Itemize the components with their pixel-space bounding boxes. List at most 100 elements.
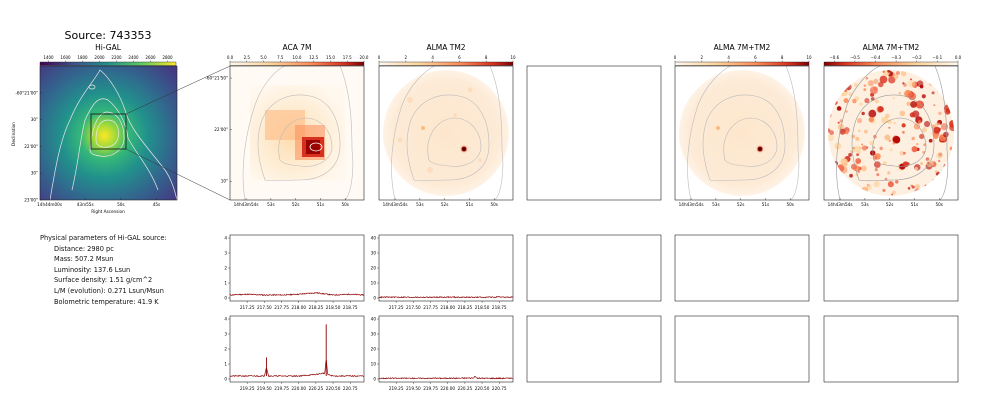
spectrum-x-tick-label: 218.00 <box>291 305 306 310</box>
noise-blob <box>915 100 924 109</box>
noise-blob <box>868 116 875 123</box>
spectrum-x-tick-label: 218.75 <box>492 305 507 310</box>
noise-blob <box>900 70 907 77</box>
spectrum-y-tick-label: 0 <box>224 377 227 382</box>
physical-parameters: Physical parameters of Hi-GAL source: Di… <box>40 233 167 307</box>
colorbar-tick-label: 2400 <box>128 55 139 60</box>
noise-blob <box>872 146 875 149</box>
aca-title: ACA 7M <box>283 43 312 52</box>
noise-blob <box>928 138 933 143</box>
noise-blob <box>919 161 924 166</box>
spectrum-y-tick-label: 2 <box>224 266 227 271</box>
spectrum-x-tick-label: 218.50 <box>475 305 490 310</box>
tm2-title: ALMA TM2 <box>426 43 465 52</box>
x-tick-label: 14h43m54s <box>383 202 408 207</box>
spectrum-y-tick-label: 4 <box>224 317 227 322</box>
noise-blob <box>901 123 906 128</box>
noise-blob <box>861 145 868 151</box>
combo-colorbar <box>674 61 810 66</box>
combo-primary-beam <box>679 70 805 196</box>
empty-spectrum-box <box>526 234 662 302</box>
higal-title: Hi-GAL <box>95 43 122 52</box>
spectrum-x-tick-label: 219.50 <box>406 386 421 391</box>
noise-blob <box>859 102 863 106</box>
noise-blob <box>923 143 927 147</box>
colorbar-tick-label: 1600 <box>60 55 71 60</box>
noise-blob <box>935 170 938 173</box>
noise-blob <box>899 150 905 156</box>
empty-spectrum-box <box>823 315 959 383</box>
spectrum-frame <box>229 315 365 383</box>
noise-blob <box>916 142 919 146</box>
noise-blob <box>867 80 874 87</box>
spectrum-y-tick-label: 1 <box>224 362 227 367</box>
combo-title: ALMA 7M+TM2 <box>714 43 771 52</box>
spectrum-x-tick-label: 218.00 <box>440 305 455 310</box>
colorbar-tick-label: 10.0 <box>293 55 302 60</box>
noise-blob <box>848 92 853 96</box>
noise-blob <box>909 112 915 118</box>
noise-blob <box>940 123 949 131</box>
empty-panel-top <box>526 65 662 201</box>
y-tick-label: 30" <box>31 171 38 176</box>
noise-blob <box>864 98 870 104</box>
tm2-x-ticks: 14h43m54s 53s 52s 51s 50s <box>383 198 498 207</box>
noise-blob <box>844 130 849 135</box>
noise-blob <box>891 193 894 196</box>
noise-blob <box>873 78 879 84</box>
combo-contours <box>687 65 800 201</box>
combo2-panel: ALMA 7M+TM2 −0.6 −0.5 −0.4 −0.3 −0.2 −0.1 0.0 … <box>823 43 962 207</box>
spectrum-y-tick-label: 3 <box>224 332 227 337</box>
noise-blob <box>839 128 846 135</box>
spectrum-y-tick-label: 0 <box>373 296 376 301</box>
x-tick-label: 14h43m54s <box>234 202 259 207</box>
aca-contours <box>242 65 354 201</box>
higal-panel: Hi-GAL 1400 1600 1800 2000 2200 2400 2600 2800 … <box>11 43 178 214</box>
noise-blob <box>917 120 922 124</box>
aca-panel: ACA 7M 0.0 2.5 5.0 7.5 10.0 12.5 15.0 17.5 20.0 … <box>205 43 369 207</box>
y-tick-label: 30" <box>31 117 38 122</box>
colorbar-tick-label: 0 <box>674 55 677 60</box>
noise-blob <box>887 70 891 73</box>
y-tick-label: -60°21'50" <box>205 76 228 81</box>
noise-blob <box>934 122 940 127</box>
noise-blob <box>902 130 905 134</box>
x-tick-label: 51s <box>911 202 919 207</box>
colorbar-tick-label: 8 <box>781 55 784 60</box>
noise-blob <box>899 110 906 117</box>
spectrum-panel: 0 1 2 3 4 219.25 219.50 219.75 220.00 220.25 220.5… <box>224 315 365 391</box>
x-tick-label: 53s <box>267 202 275 207</box>
spectrum-y-tick-label: 0 <box>373 377 376 382</box>
noise-blob <box>869 141 874 146</box>
colorbar-tick-label: −0.2 <box>912 55 922 60</box>
colorbar-tick-label: 2200 <box>111 55 122 60</box>
noise-blob <box>869 86 878 95</box>
aca-colorbar <box>229 61 365 66</box>
spectrum-line <box>378 375 514 380</box>
spectrum-y-tick-label: 40 <box>371 236 377 241</box>
spectrum-y-tick-label: 30 <box>371 251 377 256</box>
x-tick-label: 52s <box>737 202 745 207</box>
spectrum-line <box>378 296 514 299</box>
noise-blob <box>923 120 931 128</box>
spectrum-x-tick-label: 219.25 <box>389 386 404 391</box>
noise-blob <box>852 146 856 150</box>
higal-contours <box>49 69 178 201</box>
noise-blob <box>892 141 896 145</box>
x-tick-label: 52s <box>441 202 449 207</box>
x-tick-label: 51s <box>762 202 770 207</box>
noise-blob <box>887 181 894 188</box>
spectrum-x-tick-label: 218.50 <box>326 305 341 310</box>
noise-blob <box>882 70 885 73</box>
spectrum-x-tick-label: 220.25 <box>309 386 324 391</box>
combo2-contours <box>836 65 949 201</box>
spectrum-x-tick-label: 220.00 <box>291 386 306 391</box>
y-tick-label: 10" <box>221 179 228 184</box>
noise-blob <box>857 170 861 173</box>
x-tick-label: 43m55s <box>77 202 94 207</box>
x-tick-label: 51s <box>466 202 474 207</box>
spectrum-panel: 0 1 2 3 4 217.25 217.50 217.75 218.00 218.25 218.5… <box>224 234 365 310</box>
noise-blob <box>907 79 916 88</box>
colorbar-tick-label: 2000 <box>94 55 105 60</box>
noise-blob <box>916 80 924 87</box>
